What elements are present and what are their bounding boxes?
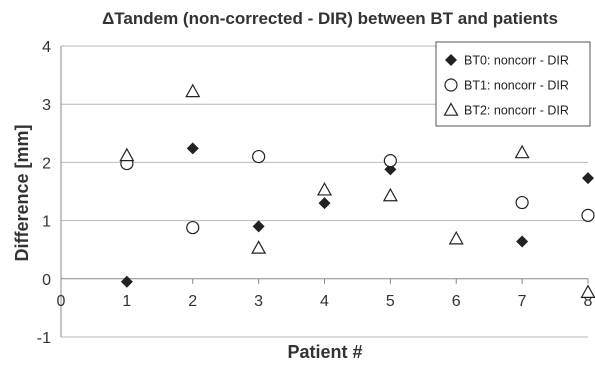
point-diamond xyxy=(318,197,331,210)
legend-box xyxy=(435,41,591,127)
point-circle xyxy=(186,220,200,235)
y-tick-label: 2 xyxy=(42,155,51,172)
y-tick-label: 3 xyxy=(42,97,51,114)
y-tick-label: 1 xyxy=(42,214,51,231)
point-circle xyxy=(252,149,266,164)
x-tick-label: 2 xyxy=(188,293,197,310)
data-points xyxy=(119,83,595,298)
point-circle xyxy=(515,195,529,210)
x-tick-label: 8 xyxy=(584,293,593,310)
y-tick-labels: -1 0 1 2 3 4 xyxy=(37,39,51,347)
y-axis-label: Difference [mm] xyxy=(12,124,32,261)
x-tick-label: 0 xyxy=(57,293,66,310)
point-triangle xyxy=(382,187,398,202)
x-tick-labels: 0 1 2 3 4 5 6 7 8 xyxy=(57,293,593,310)
point-diamond xyxy=(516,235,529,248)
legend-marker-circle xyxy=(444,78,458,92)
point-triangle xyxy=(316,182,333,196)
point-triangle xyxy=(251,240,267,254)
y-tick-label: 0 xyxy=(42,272,51,289)
x-tick-label: 1 xyxy=(122,293,131,310)
axes xyxy=(60,46,589,337)
point-diamond xyxy=(582,172,594,185)
legend-marker-triangle xyxy=(443,102,459,116)
x-tick-label: 3 xyxy=(254,293,263,310)
point-triangle xyxy=(119,147,135,162)
point-diamond xyxy=(252,220,265,233)
legend-label: BT2: noncorr - DIR xyxy=(464,104,569,118)
point-circle xyxy=(581,208,595,222)
point-diamond xyxy=(120,275,133,288)
x-axis-label: Patient # xyxy=(287,342,362,362)
legend: BT0: noncorr - DIR BT1: noncorr - DIR BT2:… xyxy=(435,41,591,127)
point-diamond xyxy=(186,142,199,155)
point-triangle xyxy=(580,284,595,298)
x-tick-label: 5 xyxy=(386,293,395,310)
legend-label: BT0: noncorr - DIR xyxy=(464,54,569,68)
point-triangle xyxy=(185,83,201,98)
chart-title: ΔTandem (non-corrected - DIR) between BT… xyxy=(102,9,558,28)
point-triangle xyxy=(514,144,530,159)
y-tick-label: 4 xyxy=(42,39,51,56)
legend-label: BT1: noncorr - DIR xyxy=(464,79,569,93)
legend-marker-diamond xyxy=(445,54,457,66)
x-tick-label: 7 xyxy=(518,293,527,310)
x-tick-label: 6 xyxy=(452,293,461,310)
point-circle xyxy=(383,154,397,168)
y-tick-label: -1 xyxy=(37,330,51,347)
x-tick-label: 4 xyxy=(320,293,329,310)
point-triangle xyxy=(448,230,464,245)
